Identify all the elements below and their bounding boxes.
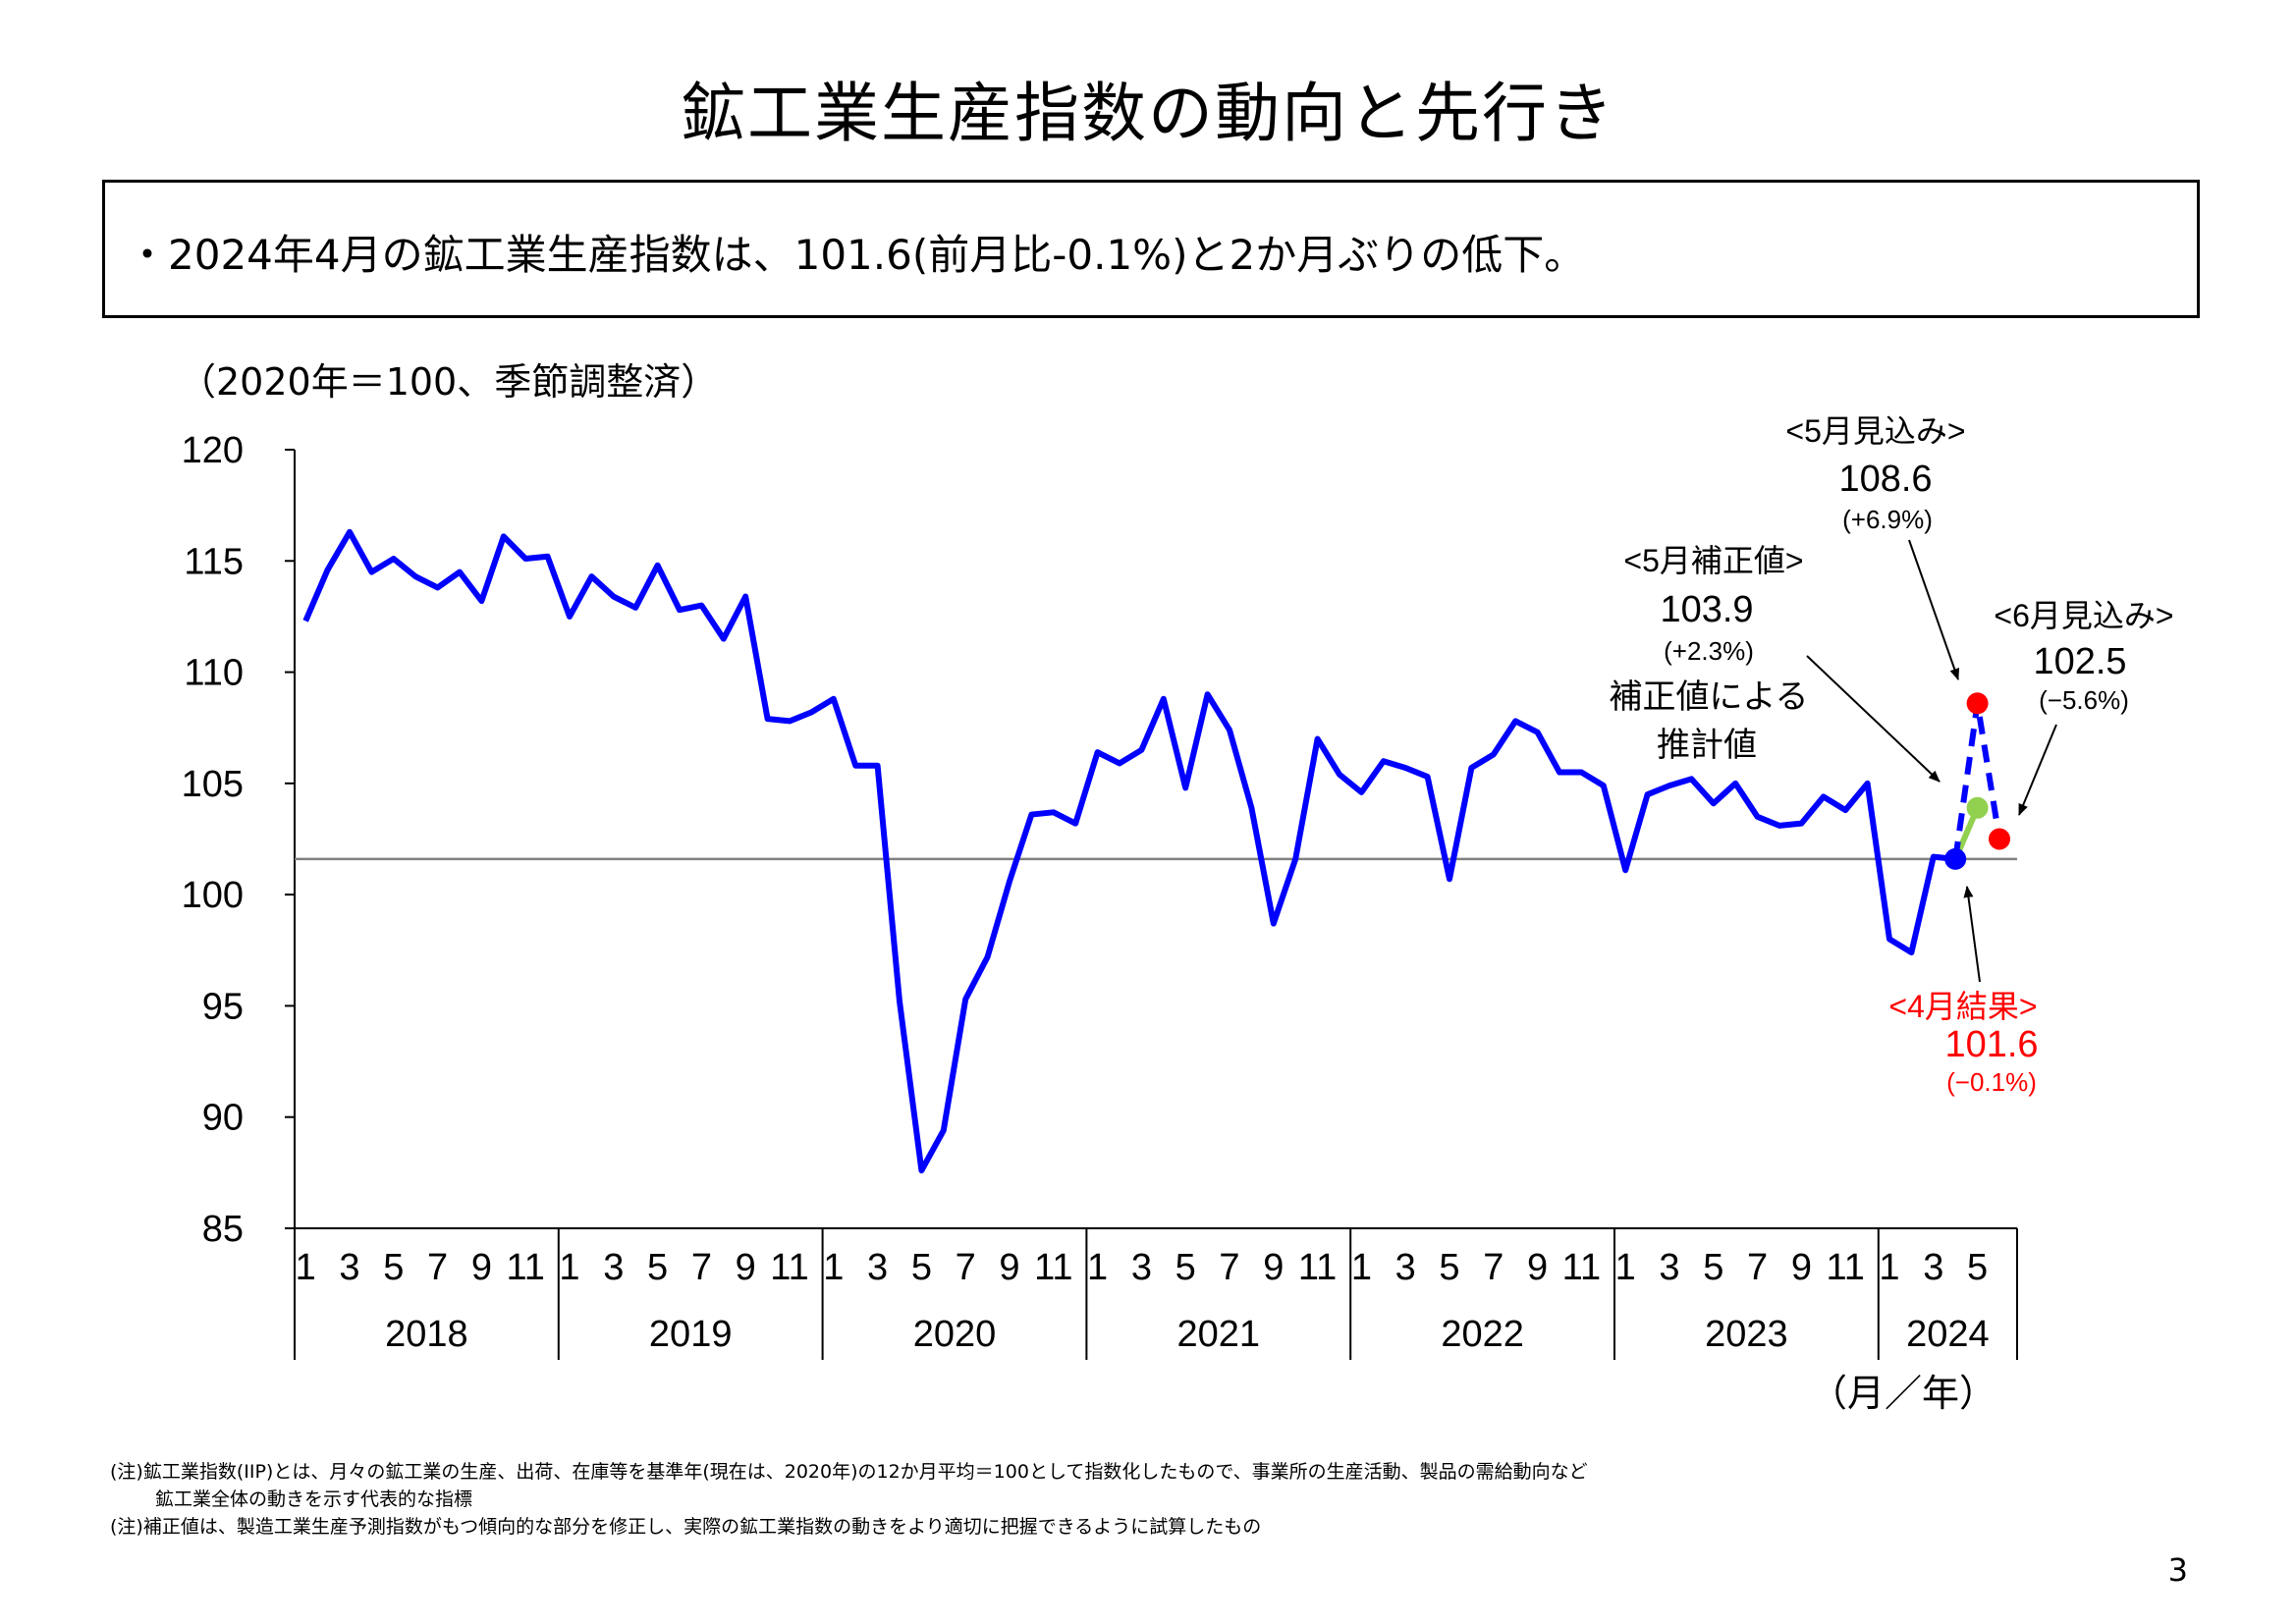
may-corrected-note-line1: 補正値による [1610,678,1809,716]
month-tick-label: 3 [1659,1247,1679,1288]
month-tick-label: 7 [1747,1247,1768,1288]
month-tick-label: 5 [1967,1247,1988,1288]
month-tick-label: 11 [1562,1247,1601,1288]
april-result-label: <4月結果> [1888,989,2037,1024]
month-tick-label: 3 [339,1247,359,1288]
x-unit-label: （月／年） [1810,1372,1996,1415]
month-tick-label: 5 [1175,1247,1196,1288]
y-tick-label: 115 [184,541,244,582]
may-corrected-note-line2: 推計値 [1657,727,1757,764]
y-tick-label: 105 [182,764,244,805]
year-label: 2023 [1705,1314,1788,1355]
month-tick-label: 9 [1263,1247,1284,1288]
page-title: 鉱工業生産指数の動向と先行き [681,76,1615,151]
y-tick-label: 100 [182,875,244,916]
month-tick-label: 1 [1351,1247,1372,1288]
month-tick-label: 1 [1615,1247,1636,1288]
may-corrected-value: 103.9 [1660,589,1753,630]
month-tick-label: 3 [1131,1247,1152,1288]
summary-text: ・2024年4月の鉱工業生産指数は、101.6(前月比-0.1%)と2か月ぶりの… [127,231,1586,279]
month-tick-label: 1 [1087,1247,1108,1288]
month-tick-label: 1 [1879,1247,1899,1288]
may-corrected-label: <5月補正値> [1623,543,1803,578]
month-tick-label: 9 [1791,1247,1812,1288]
page-number: 3 [2167,1551,2188,1589]
year-label: 2021 [1177,1314,1261,1355]
month-tick-label: 3 [1923,1247,1943,1288]
month-tick-label: 7 [1219,1247,1239,1288]
month-tick-label: 1 [823,1247,844,1288]
actual-series-line [302,528,1956,1174]
year-label: 2024 [1906,1314,1990,1355]
year-label: 2019 [649,1314,733,1355]
month-tick-label: 9 [1527,1247,1548,1288]
april-result-value: 101.6 [1944,1024,2038,1065]
summary-box: ・2024年4月の鉱工業生産指数は、101.6(前月比-0.1%)と2か月ぶりの… [102,180,2200,318]
month-tick-label: 5 [1703,1247,1723,1288]
month-tick-label: 1 [296,1247,316,1288]
y-tick-label: 85 [202,1209,244,1250]
month-tick-label: 5 [1439,1247,1459,1288]
may-forecast-label: <5月見込み> [1785,413,1965,449]
y-tick-label: 120 [182,430,244,471]
may-corrected-arrow [1806,655,1941,783]
month-tick-label: 3 [603,1247,624,1288]
june-forecast-arrow [2018,724,2057,816]
month-tick-label: 7 [1483,1247,1503,1288]
month-tick-label: 7 [427,1247,448,1288]
year-label: 2022 [1441,1314,1524,1355]
month-tick-label: 11 [1826,1247,1864,1288]
may-forecast-point [1966,692,1989,715]
y-tick-label: 110 [184,653,244,694]
month-tick-label: 3 [1395,1247,1416,1288]
june-forecast-change: (−5.6%) [2039,685,2129,715]
month-tick-label: 11 [770,1247,808,1288]
may-corrected-change: (+2.3%) [1664,636,1754,666]
y-axis: 85 90 95 100 105 110 115 120 [182,430,296,1250]
y-tick-label: 90 [202,1098,244,1139]
month-tick-label: 5 [647,1247,668,1288]
month-tick-label: 11 [506,1247,544,1288]
month-tick-label: 7 [956,1247,976,1288]
may-forecast-value: 108.6 [1838,459,1932,500]
y-tick-label: 95 [202,986,244,1027]
april-result-change: (−0.1%) [1946,1067,2037,1097]
may-forecast-change: (+6.9%) [1842,505,1933,534]
may-forecast-arrow [1908,539,1960,680]
unit-label: （2020年＝100、季節調整済） [179,360,718,404]
month-tick-label: 9 [471,1247,492,1288]
month-tick-label: 3 [867,1247,888,1288]
june-forecast-label: <6月見込み> [1994,598,2173,633]
month-tick-label: 1 [559,1247,579,1288]
note-line-2: 鉱工業全体の動きを示す代表的な指標 [155,1489,473,1510]
year-label: 2018 [385,1314,468,1355]
month-tick-label: 9 [736,1247,756,1288]
month-tick-label: 9 [999,1247,1019,1288]
month-tick-label: 5 [911,1247,932,1288]
year-label: 2020 [913,1314,997,1355]
month-tick-label: 5 [383,1247,404,1288]
note-line-3: (注)補正値は、製造工業生産予測指数がもつ傾向的な部分を修正し、実際の鉱工業指数… [110,1516,1262,1538]
month-tick-label: 11 [1298,1247,1337,1288]
may-corrected-point [1966,796,1989,819]
june-forecast-point [1989,828,2010,850]
month-tick-label: 7 [691,1247,712,1288]
april-result-point [1944,847,1967,870]
month-tick-label: 11 [1034,1247,1072,1288]
april-result-arrow [1963,886,1981,983]
june-forecast-value: 102.5 [2033,641,2126,682]
note-line-1: (注)鉱工業指数(IIP)とは、月々の鉱工業の生産、出荷、在庫等を基準年(現在は… [110,1461,1588,1483]
